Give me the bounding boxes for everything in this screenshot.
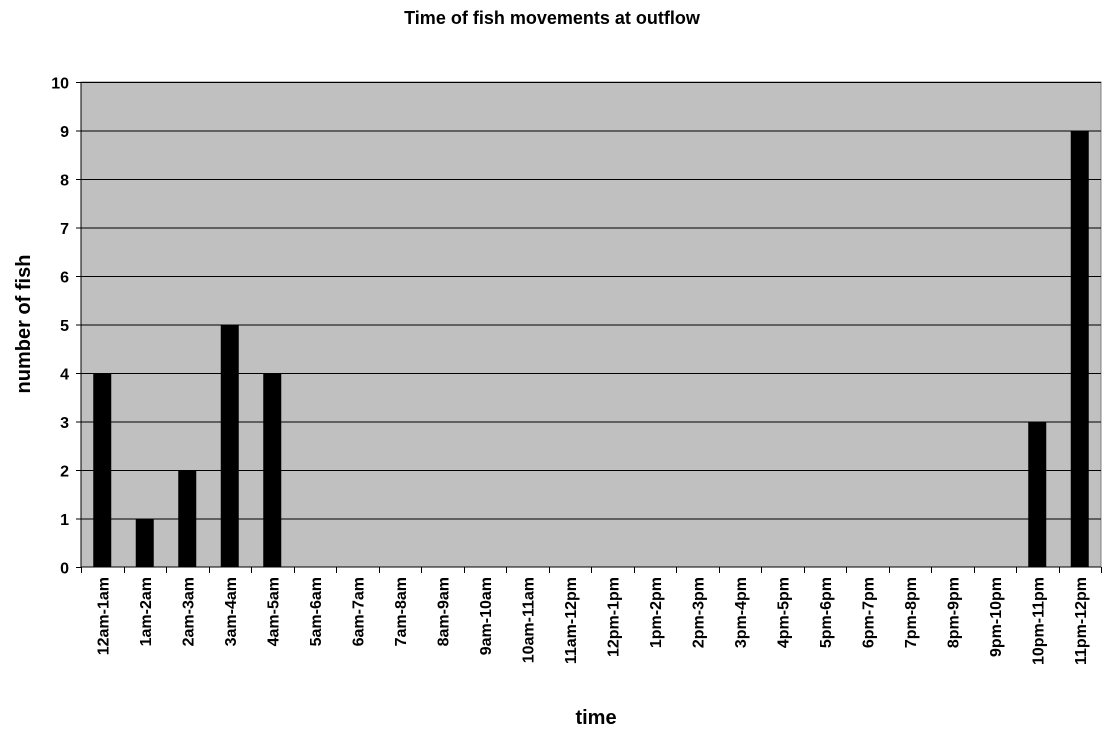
x-tick-label: 12pm-1pm — [605, 577, 622, 657]
x-tick-label: 10pm-11pm — [1030, 577, 1047, 665]
y-axis-ticks: 0 1 2 3 4 5 6 7 8 9 10 — [51, 76, 81, 578]
y-tick-label: 9 — [60, 124, 69, 141]
x-tick-label: 7am-8am — [393, 577, 410, 646]
x-axis-label: time — [575, 707, 616, 729]
x-tick-label: 4pm-5pm — [775, 577, 792, 648]
x-tick-label: 4am-5am — [265, 577, 282, 646]
x-tick-label: 11am-12pm — [563, 577, 580, 664]
y-tick-label: 5 — [60, 318, 69, 335]
y-tick-label: 6 — [60, 270, 69, 287]
x-tick-label: 2pm-3pm — [690, 577, 707, 648]
x-tick-label: 5pm-6pm — [818, 577, 835, 648]
x-tick-label: 3pm-4pm — [733, 577, 750, 648]
chart-title: Time of fish movements at outflow — [404, 8, 701, 28]
bars — [93, 130, 1089, 567]
y-tick-label: 1 — [60, 512, 69, 529]
x-tick-label: 10am-11am — [520, 577, 537, 663]
x-tick-label: 8am-9am — [435, 577, 452, 646]
y-tick-label: 8 — [60, 173, 69, 190]
x-tick-label: 3am-4am — [223, 577, 240, 646]
x-tick-label: 9am-10am — [478, 577, 495, 655]
y-tick-label: 3 — [60, 415, 69, 432]
y-tick-label: 2 — [60, 464, 69, 481]
bar-1am-2am — [135, 518, 154, 567]
y-tick-label: 10 — [51, 76, 69, 93]
x-tick-label: 12am-1am — [95, 577, 112, 655]
x-tick-label: 6pm-7pm — [860, 577, 877, 648]
y-tick-label: 4 — [60, 367, 69, 384]
x-tick-label: 1pm-2pm — [648, 577, 665, 648]
x-tick-label: 11pm-12pm — [1073, 577, 1090, 665]
y-tick-label: 7 — [60, 221, 69, 238]
bar-11pm-12pm — [1070, 130, 1089, 567]
bar-2am-3am — [178, 470, 197, 567]
x-tick-label: 9pm-10pm — [988, 577, 1005, 657]
x-tick-label: 1am-2am — [138, 577, 155, 646]
x-tick-label: 2am-3am — [180, 577, 197, 646]
x-axis-ticks: 12am-1am 1am-2am 2am-3am 3am-4am 4am-5am 5am-… — [81, 567, 1102, 665]
x-tick-label: 8pm-9pm — [945, 577, 962, 648]
bar-10pm-11pm — [1028, 421, 1047, 567]
bar-3am-4am — [220, 324, 239, 567]
x-tick-label: 7pm-8pm — [903, 577, 920, 648]
bar-12am-1am — [93, 373, 112, 567]
gridlines — [81, 82, 1101, 520]
x-tick-label: 6am-7am — [350, 577, 367, 646]
x-tick-label: 5am-6am — [308, 577, 325, 646]
bar-4am-5am — [263, 373, 282, 567]
y-tick-label: 0 — [60, 561, 69, 578]
y-axis-label: number of fish — [13, 255, 35, 394]
